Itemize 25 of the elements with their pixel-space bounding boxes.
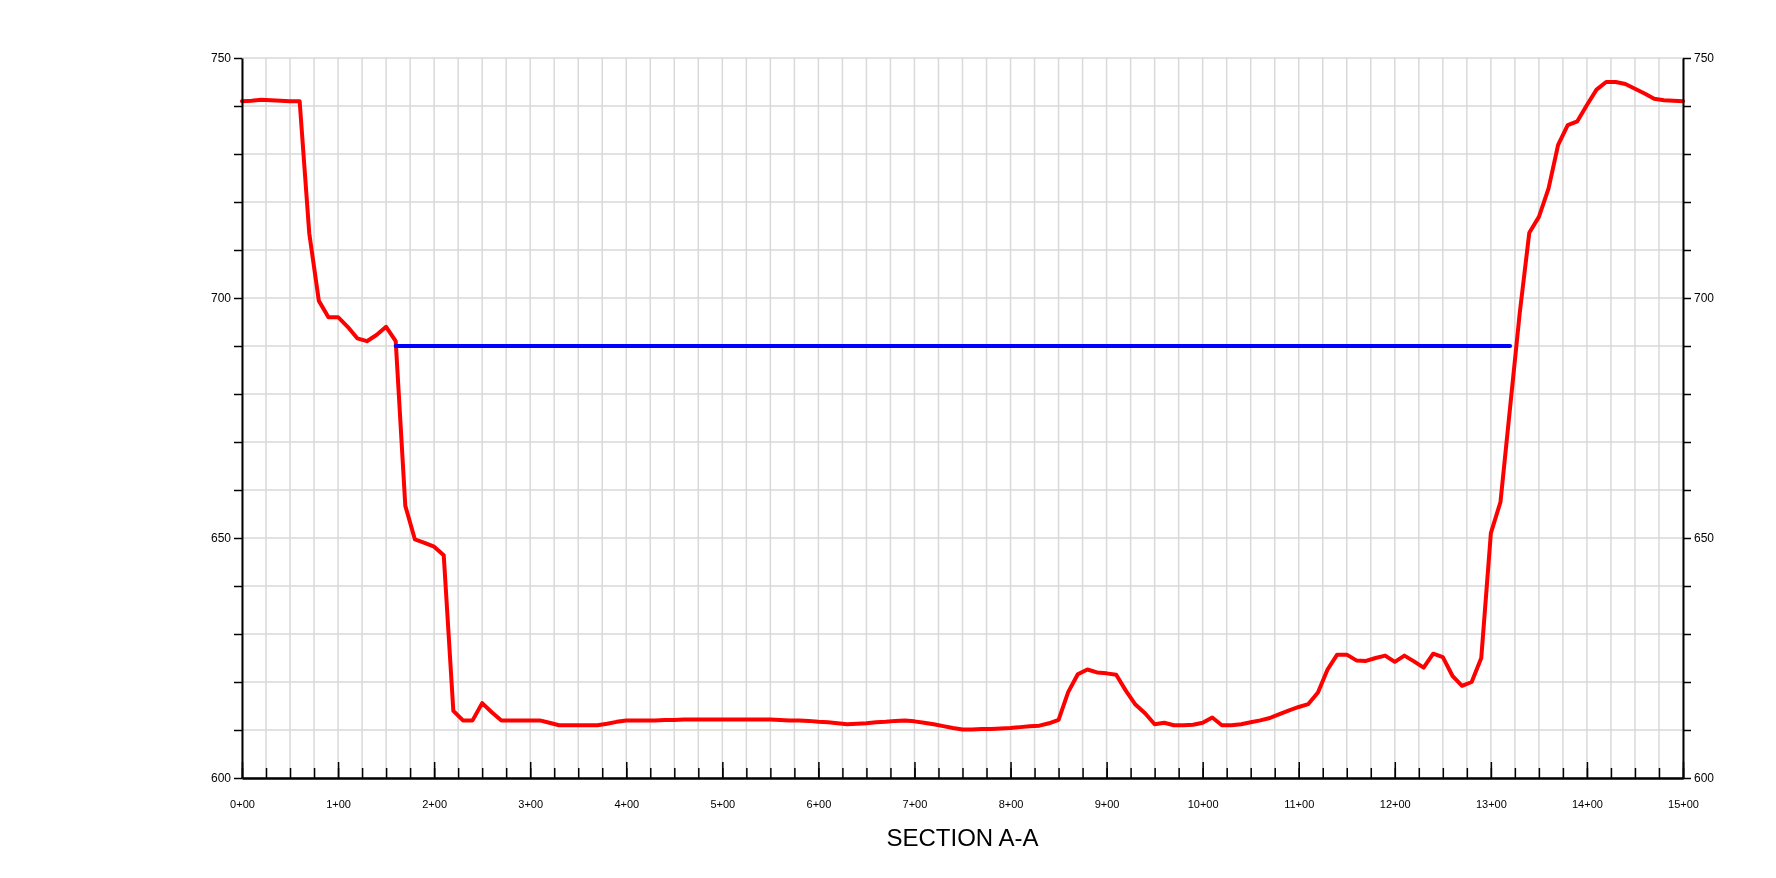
x-tick-label: 0+00 [230, 797, 255, 810]
x-tick-label: 11+00 [1284, 797, 1315, 810]
y2-tick-label: 600 [1694, 771, 1715, 786]
x-tick-label: 9+00 [1094, 797, 1120, 810]
x-tick-label: 14+00 [1571, 797, 1603, 810]
y-tick-label: 600 [210, 771, 232, 786]
x-tick-label: 7+00 [902, 797, 928, 810]
x-tick-label: 4+00 [614, 797, 640, 810]
x-tick-label: 12+00 [1379, 797, 1411, 810]
y-tick-label: 750 [210, 51, 232, 66]
x-tick-label: 15+00 [1668, 797, 1699, 810]
x-tick-label: 1+00 [326, 797, 351, 810]
text: SECTION A-A [886, 824, 1039, 851]
y-tick-label: 650 [210, 531, 232, 546]
x-tick-label: 3+00 [518, 797, 544, 810]
y-tick-label: 700 [210, 291, 232, 306]
x-tick-label: 8+00 [998, 797, 1024, 810]
y2-tick-label: 700 [1694, 291, 1715, 306]
x-tick-label: 2+00 [422, 797, 448, 810]
x-tick-label: 5+00 [710, 797, 736, 810]
y2-tick-label: 750 [1694, 51, 1715, 66]
x-tick-label: 10+00 [1187, 797, 1219, 810]
y2-tick-label: 650 [1694, 531, 1715, 546]
x-tick-label: 6+00 [806, 797, 832, 810]
x-tick-label: 13+00 [1475, 797, 1507, 810]
